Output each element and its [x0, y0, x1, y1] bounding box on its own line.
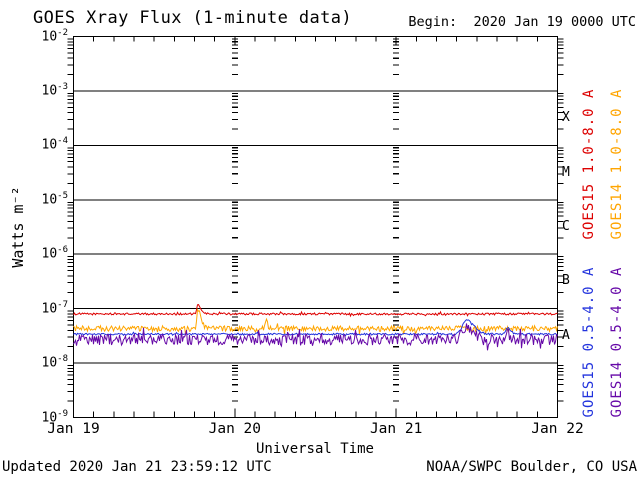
series-line-goes14-1-0-8-0-a	[73, 308, 558, 335]
flare-class-c: C	[562, 219, 570, 234]
y-tick-label: 10-4	[41, 136, 69, 153]
x-tick-label: Jan 19	[47, 421, 100, 437]
series-label-goes14-1-0-8-0-a: GOES14 1.0-8.0 A	[609, 88, 625, 240]
y-tick-label: 10-3	[41, 81, 69, 99]
flare-class-b: B	[562, 273, 570, 289]
flare-class-x: X	[562, 110, 570, 126]
chart-title: GOES Xray Flux (1-minute data)	[33, 8, 353, 28]
updated-timestamp: Updated 2020 Jan 21 23:59:12 UTC	[2, 459, 272, 475]
series-label-goes15-1-0-8-0-a: GOES15 1.0-8.0 A	[581, 88, 597, 240]
y-tick-label: 10-5	[41, 190, 69, 208]
series-line-goes15-0-5-4-0-a	[73, 319, 558, 337]
series-line-goes15-1-0-8-0-a	[73, 304, 558, 318]
y-tick-label: 10-2	[41, 27, 69, 44]
x-axis-label: Universal Time	[255, 441, 374, 457]
y-tick-label: 10-6	[41, 245, 69, 262]
x-tick-label: Jan 21	[369, 421, 423, 437]
series-label-goes15-0-5-4-0-a: GOES15 0.5-4.0 A	[581, 266, 597, 418]
x-tick-label: Jan 22	[531, 421, 584, 437]
series-label-goes14-0-5-4-0-a: GOES14 0.5-4.0 A	[609, 266, 625, 418]
begin-timestamp: Begin: 2020 Jan 19 0000 UTC	[408, 14, 636, 30]
flare-class-m: M	[562, 164, 570, 180]
data-source-credit: NOAA/SWPC Boulder, CO USA	[426, 459, 637, 475]
y-tick-label: 10-9	[41, 408, 69, 425]
series-line-goes14-0-5-4-0-a	[73, 323, 558, 351]
y-tick-label: 10-8	[41, 354, 69, 371]
y-tick-label: 10-7	[41, 299, 69, 316]
flare-class-a: A	[562, 327, 570, 343]
x-tick-label: Jan 20	[208, 421, 262, 437]
